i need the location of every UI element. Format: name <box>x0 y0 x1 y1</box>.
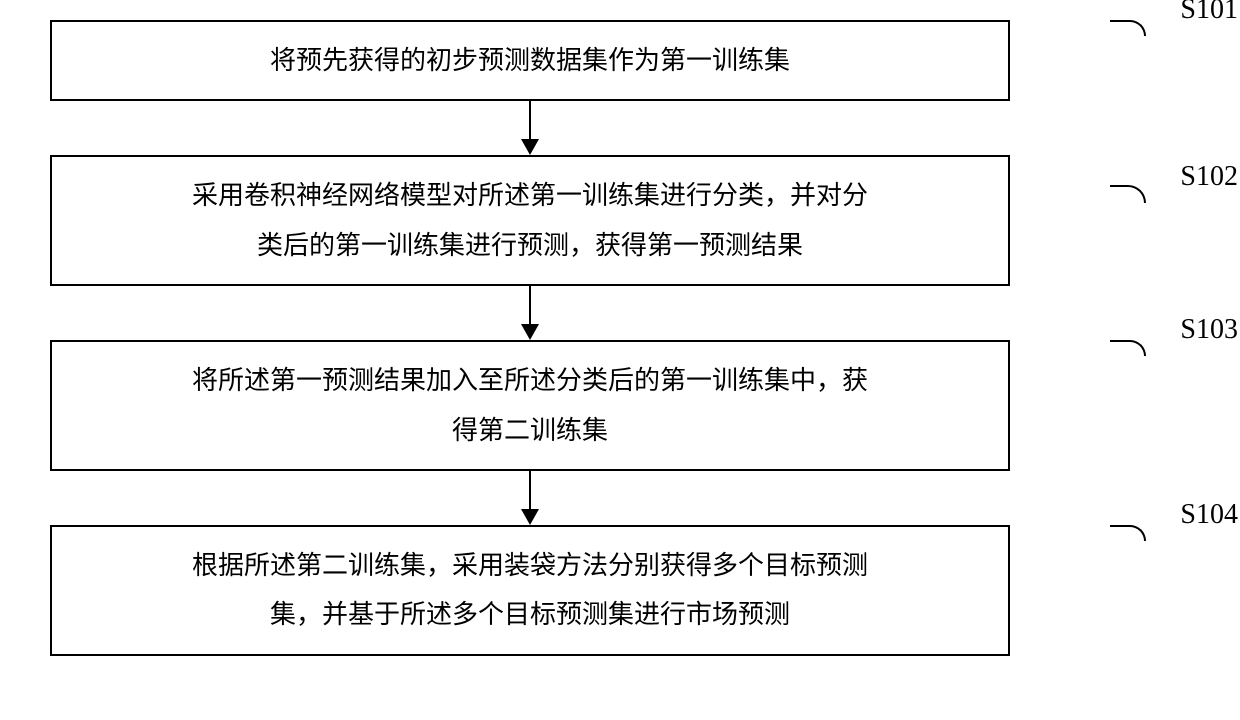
step-text: 将预先获得的初步预测数据集作为第一训练集 <box>270 36 790 85</box>
flow-arrow <box>50 286 1010 340</box>
step-box-3: 将所述第一预测结果加入至所述分类后的第一训练集中，获 得第二训练集 <box>50 340 1010 471</box>
flowchart-step: 将所述第一预测结果加入至所述分类后的第一训练集中，获 得第二训练集 S103 <box>50 340 1110 471</box>
step-box-2: 采用卷积神经网络模型对所述第一训练集进行分类，并对分 类后的第一训练集进行预测，… <box>50 155 1010 286</box>
flow-arrow <box>50 471 1010 525</box>
step-text: 根据所述第二训练集，采用装袋方法分别获得多个目标预测 <box>192 541 868 590</box>
step-text: 采用卷积神经网络模型对所述第一训练集进行分类，并对分 <box>192 171 868 220</box>
step-box-4: 根据所述第二训练集，采用装袋方法分别获得多个目标预测 集，并基于所述多个目标预测… <box>50 525 1010 656</box>
arrow-head-icon <box>521 139 539 155</box>
flowchart-step: 采用卷积神经网络模型对所述第一训练集进行分类，并对分 类后的第一训练集进行预测，… <box>50 155 1110 286</box>
step-callout-3 <box>1110 340 1146 356</box>
step-label-2: S102 <box>1180 161 1238 193</box>
step-text: 将所述第一预测结果加入至所述分类后的第一训练集中，获 <box>192 356 868 405</box>
step-label-1: S101 <box>1180 0 1238 26</box>
step-label-4: S104 <box>1180 499 1238 531</box>
flowchart-step: 根据所述第二训练集，采用装袋方法分别获得多个目标预测 集，并基于所述多个目标预测… <box>50 525 1110 656</box>
arrow-line <box>529 286 531 326</box>
step-text: 类后的第一训练集进行预测，获得第一预测结果 <box>192 221 868 270</box>
flow-arrow <box>50 101 1010 155</box>
arrow-line <box>529 101 531 141</box>
flowchart-step: 将预先获得的初步预测数据集作为第一训练集 S101 <box>50 20 1110 101</box>
arrow-head-icon <box>521 509 539 525</box>
step-label-3: S103 <box>1180 314 1238 346</box>
arrow-line <box>529 471 531 511</box>
flowchart-container: 将预先获得的初步预测数据集作为第一训练集 S101 采用卷积神经网络模型对所述第… <box>50 20 1110 656</box>
step-callout-4 <box>1110 525 1146 541</box>
step-text: 得第二训练集 <box>192 406 868 455</box>
step-callout-1 <box>1110 20 1146 36</box>
step-box-1: 将预先获得的初步预测数据集作为第一训练集 <box>50 20 1010 101</box>
arrow-head-icon <box>521 324 539 340</box>
step-callout-2 <box>1110 185 1146 203</box>
step-text: 集，并基于所述多个目标预测集进行市场预测 <box>192 590 868 639</box>
